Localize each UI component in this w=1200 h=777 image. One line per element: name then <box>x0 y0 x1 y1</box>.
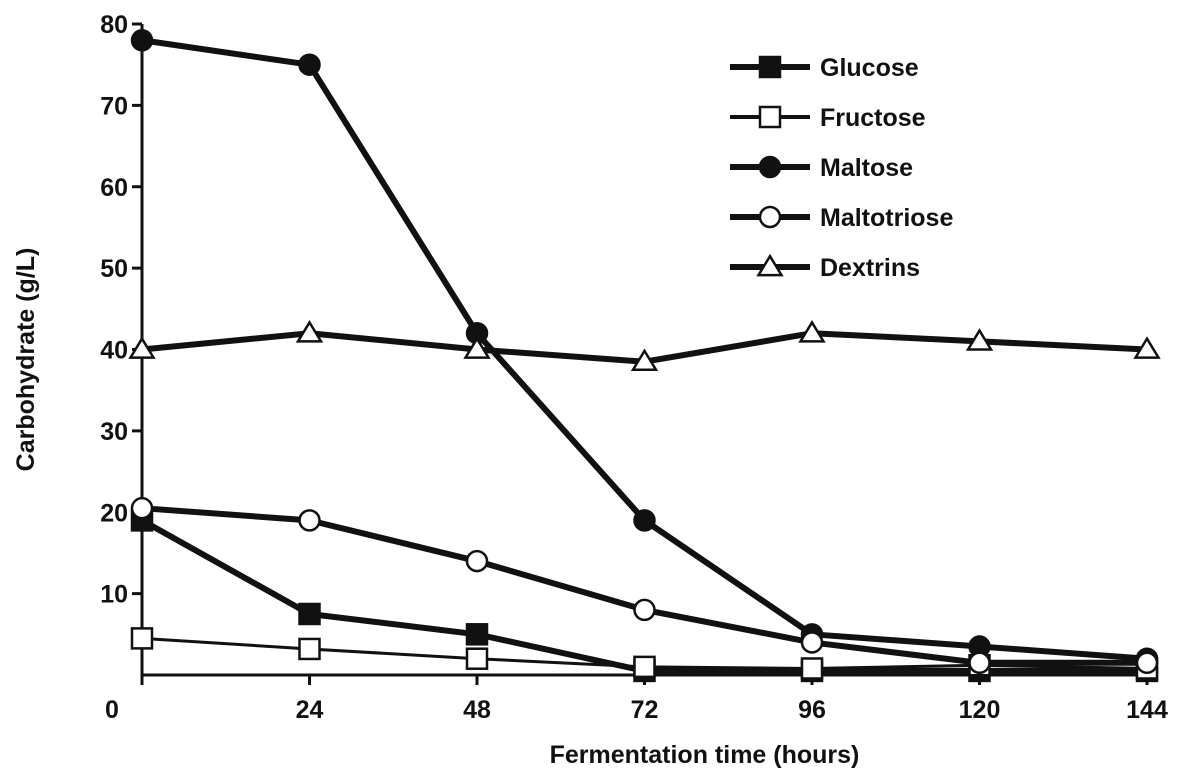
data-point-dextrins <box>1133 336 1161 359</box>
y-tick-label: 10 <box>100 581 128 609</box>
series-dextrins <box>128 320 1161 372</box>
y-tick-label: 20 <box>100 499 128 527</box>
data-point-dextrins <box>798 320 826 343</box>
data-point-dextrins <box>630 348 659 372</box>
data-point-maltotriose <box>968 651 991 675</box>
series-layer <box>128 29 1161 683</box>
data-point-maltose <box>633 509 656 532</box>
data-point-fructose <box>130 627 154 650</box>
legend: Glucose Fructose Maltose Maltotriose Dextrin… <box>730 54 953 282</box>
data-point-maltotriose <box>800 631 824 654</box>
x-tick-label: 72 <box>631 696 659 724</box>
legend-item-dextrins: Dextrins <box>730 253 920 282</box>
legend-item-glucose: Glucose <box>730 54 919 82</box>
legend-marker-maltotriose <box>758 205 782 229</box>
series-glucose <box>130 509 1159 683</box>
data-point-maltotriose <box>298 509 321 532</box>
x-tick-label: 0 <box>105 696 119 724</box>
data-point-dextrins <box>463 336 491 359</box>
data-point-maltotriose <box>1135 651 1159 675</box>
legend-label: Maltose <box>820 154 913 182</box>
data-point-fructose <box>298 637 321 661</box>
y-axis-title: Carbohydrate (g/L) <box>12 248 40 472</box>
legend-marker-dextrins <box>756 253 784 277</box>
x-tick-label: 96 <box>798 696 826 724</box>
data-point-dextrins <box>965 328 994 351</box>
data-point-fructose <box>633 655 656 679</box>
x-tick-label: 24 <box>296 696 324 724</box>
legend-label: Maltotriose <box>820 204 953 232</box>
data-point-maltotriose <box>130 496 154 520</box>
series-maltotriose <box>130 496 1159 675</box>
y-tick-label: 80 <box>100 11 128 39</box>
data-point-maltose <box>298 53 321 76</box>
legend-marker-glucose <box>758 55 782 79</box>
data-point-fructose <box>465 647 489 670</box>
y-tick-label: 50 <box>100 255 128 283</box>
y-tick-label: 60 <box>100 174 128 202</box>
x-tick-label: 144 <box>1126 696 1168 724</box>
legend-marker-fructose <box>758 105 782 129</box>
data-point-maltotriose <box>465 549 489 573</box>
legend-item-maltose: Maltose <box>730 154 913 182</box>
legend-item-fructose: Fructose <box>730 104 926 132</box>
legend-label: Glucose <box>820 54 919 82</box>
x-tick-label: 48 <box>463 696 491 724</box>
x-tick-label: 120 <box>959 696 1001 724</box>
legend-marker-maltose <box>758 155 782 179</box>
legend-item-maltotriose: Maltotriose <box>730 204 953 232</box>
legend-label: Fructose <box>820 104 926 132</box>
axes: 0 24 48 72 96 120 144 10 20 30 40 50 60 70 80 <box>100 11 1168 724</box>
data-point-maltose <box>130 29 154 52</box>
data-point-maltotriose <box>633 598 656 622</box>
y-tick-label: 70 <box>100 92 128 120</box>
data-point-dextrins <box>295 320 324 343</box>
x-axis-title: Fermentation time (hours) <box>550 741 860 769</box>
y-tick-label: 40 <box>100 337 128 365</box>
data-point-glucose <box>298 602 321 626</box>
data-point-fructose <box>800 657 824 680</box>
y-tick-label: 30 <box>100 418 128 446</box>
data-point-dextrins <box>128 336 156 359</box>
data-point-glucose <box>465 623 489 646</box>
legend-label: Dextrins <box>820 254 920 282</box>
